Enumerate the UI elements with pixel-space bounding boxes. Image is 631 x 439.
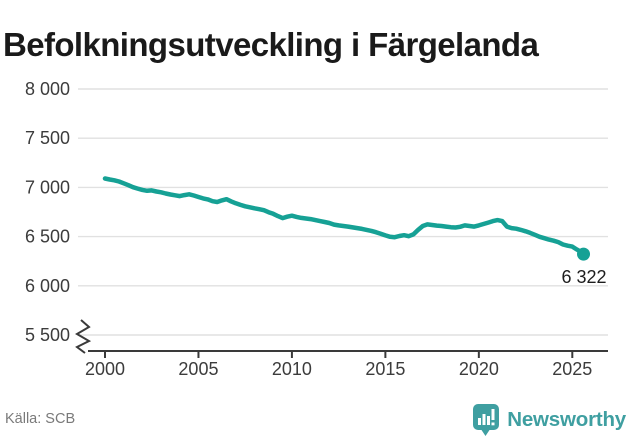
x-axis-tick-label: 2005 (178, 359, 218, 379)
x-axis-tick-label: 2010 (272, 359, 312, 379)
speech-bubble-shape (473, 404, 500, 436)
series-end-dot (577, 247, 591, 261)
y-axis-tick-label: 6 500 (25, 227, 70, 247)
source-credit: Källa: SCB (5, 411, 76, 427)
y-axis-tick-label: 5 500 (25, 325, 70, 345)
population-series-line (102, 176, 586, 257)
series-end-value-label: 6 322 (561, 267, 606, 287)
x-axis-tick-label: 2015 (365, 359, 405, 379)
newsworthy-logo: Newsworthy (472, 403, 626, 437)
newsworthy-logo-icon (473, 404, 500, 436)
x-axis-tick-label: 2025 (552, 359, 592, 379)
newsworthy-wordmark: Newsworthy (507, 408, 626, 431)
y-axis-tick-label: 7 500 (25, 128, 70, 148)
y-axis-tick-label: 6 000 (25, 276, 70, 296)
y-axis-tick-label: 7 000 (25, 177, 70, 197)
y-axis-tick-label: 8 000 (25, 79, 70, 99)
axis-break-icon (75, 319, 92, 354)
bar-chart-glyph (478, 409, 495, 426)
x-axis-tick-label: 2020 (459, 359, 499, 379)
x-axis-tick-label: 2000 (85, 359, 125, 379)
page-title: Befolkningsutveckling i Färgelanda (3, 26, 539, 64)
